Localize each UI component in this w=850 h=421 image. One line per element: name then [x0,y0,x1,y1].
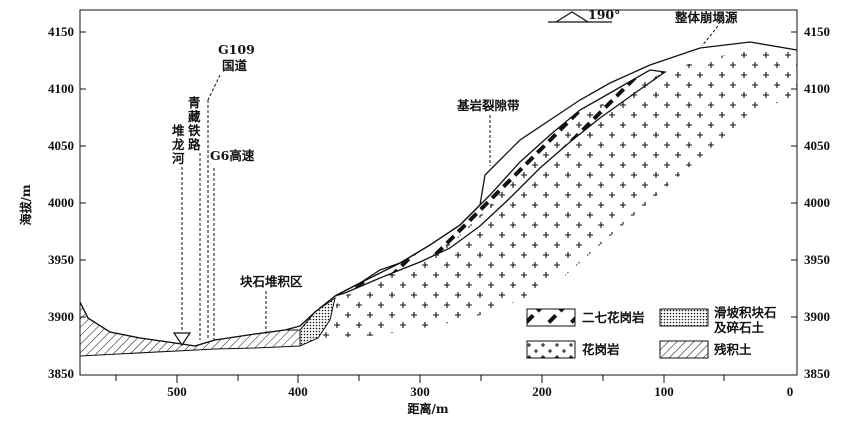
residual-soil [79,301,301,357]
x-axis: 500 400 300 200 100 0 [115,375,794,399]
y-tick-label-right: 4100 [804,81,830,96]
y-tick-label-right: 4150 [804,24,830,39]
granite-bedrock [318,50,797,338]
g109-leader [207,74,221,101]
railway-label-2: 藏 [188,109,201,124]
river-label-2: 龙 [171,137,185,152]
y-tick-label: 3950 [48,252,74,267]
y-tick-label-right: 3900 [804,309,830,324]
x-tick-label: 100 [654,384,674,399]
river-label-3: 河 [172,151,185,166]
x-tick-label: 200 [532,384,552,399]
collapse-source-label: 整体崩塌源 [675,10,738,25]
y-tick-label: 4050 [48,138,74,153]
x-axis-title: 距离/m [407,401,448,416]
g109-label-line2: 国道 [222,58,248,73]
water-level-icon [172,332,192,347]
g6-label: G6高速 [210,148,255,163]
y-axis-title: 海拔/m [18,184,33,225]
railway-label-4: 路 [188,137,201,152]
y-tick-label: 4150 [48,24,74,39]
legend-label-granite: 花岗岩 [582,342,620,357]
y-tick-label: 3850 [48,366,74,381]
legend-label-residual: 残积土 [714,342,752,357]
legend-swatch-residual [659,340,709,359]
x-tick-label: 500 [167,384,187,399]
legend-label-landslide-2: 及碎石土 [714,320,765,335]
y-tick-label: 4000 [48,195,74,210]
y-tick-label-right: 4050 [804,138,830,153]
plot-frame [79,9,798,376]
y-tick-label-right: 3950 [804,252,830,267]
x-tick-label: 300 [410,384,430,399]
fracture-zone-label: 基岩裂隙带 [456,98,520,113]
direction-marker: 190° [548,7,620,23]
river-label-1: 堆 [172,123,185,138]
y-tick-label: 3900 [48,309,74,324]
direction-label: 190° [588,7,620,22]
legend-swatch-granite [526,340,576,359]
g109-label-line1: G109 [218,42,255,57]
y-axis-left: 4150 4100 4050 4000 3950 3900 3850 [48,24,86,381]
y-tick-label-right: 3850 [804,366,830,381]
legend-swatch-landslide [659,308,709,327]
railway-label-3: 铁 [188,123,201,138]
ground-profile [79,41,798,347]
railway-label-1: 青 [188,95,201,110]
y-axis-right: 4150 4100 4050 4000 3950 3900 3850 [791,24,830,381]
x-tick-label: 0 [787,384,794,399]
boulder-zone-label: 块石堆积区 [240,274,303,289]
y-tick-label: 4100 [48,81,74,96]
legend-label-landslide-1: 滑坡积块石 [714,305,777,320]
legend-swatch-granite-27 [526,308,576,327]
collapse-source-leader [701,25,719,47]
y-tick-label-right: 4000 [804,195,830,210]
legend-label-granite-27: 二七花岗岩 [582,310,645,325]
x-tick-label: 400 [288,384,308,399]
legend: 二七花岗岩 滑坡积块石 及碎石土 花岗岩 残积土 [526,305,777,359]
